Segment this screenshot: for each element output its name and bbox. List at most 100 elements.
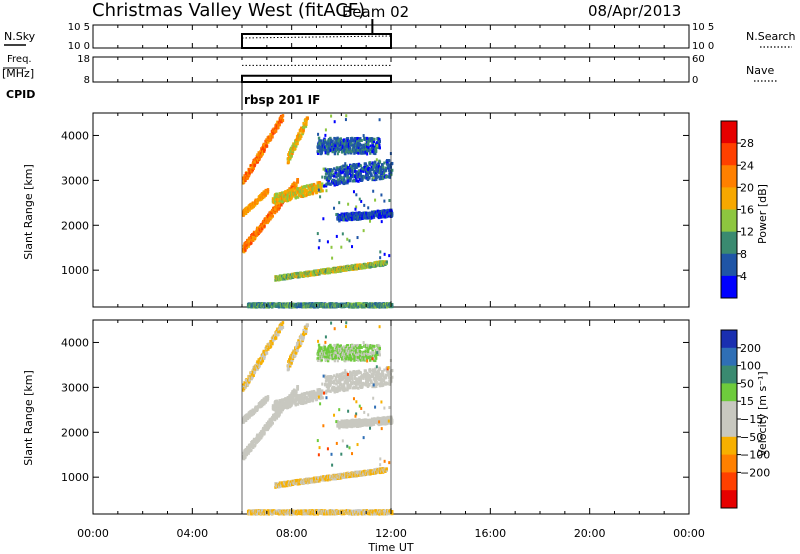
power-cell	[249, 164, 253, 168]
power-cell	[326, 240, 329, 244]
power-cell	[288, 187, 291, 191]
power-cell	[287, 194, 290, 198]
power-cell	[351, 171, 354, 175]
power-cell	[353, 150, 357, 154]
power-cell	[381, 176, 385, 180]
power-cell	[309, 190, 312, 194]
power-cell	[314, 187, 318, 191]
power-cell	[356, 136, 359, 140]
power-cell	[350, 213, 353, 217]
power-cell	[263, 149, 266, 153]
power-cell	[351, 211, 355, 215]
power-cell	[316, 181, 320, 185]
power-cell	[252, 166, 255, 170]
power-cell	[376, 212, 379, 216]
power-cell	[290, 154, 293, 158]
power-cell	[339, 179, 342, 183]
power-cell	[337, 149, 341, 153]
power-cell	[326, 177, 329, 181]
power-cell	[342, 138, 346, 142]
power-cell	[369, 219, 372, 223]
power-cell	[294, 196, 297, 200]
power-cell	[366, 171, 369, 175]
power-cell	[375, 141, 379, 145]
power-cell	[384, 168, 388, 172]
power-cell	[329, 148, 333, 152]
power-cell	[345, 171, 348, 175]
power-cell	[267, 140, 270, 144]
power-cell	[324, 168, 327, 172]
power-cell	[285, 190, 289, 194]
power-cell	[345, 143, 348, 147]
power-cell	[387, 212, 390, 216]
power-cell	[335, 166, 339, 170]
power-cell	[336, 144, 340, 148]
power-cell	[369, 169, 372, 173]
power-cell	[315, 190, 318, 194]
power-cell	[344, 118, 347, 122]
power-cell	[348, 239, 351, 243]
power-cell	[346, 139, 350, 143]
power-cell	[387, 165, 390, 169]
power-cell	[371, 167, 375, 171]
power-cell	[338, 178, 341, 182]
power-cell	[321, 189, 324, 193]
power-cell	[354, 136, 357, 140]
power-cell	[279, 201, 282, 205]
power-cell	[378, 143, 381, 147]
power-cell	[358, 177, 362, 181]
power-cell	[317, 146, 320, 150]
power-cell	[345, 145, 348, 149]
power-cell	[278, 204, 281, 208]
power-cell	[363, 146, 367, 150]
power-cell	[337, 174, 341, 178]
power-cell	[341, 168, 344, 172]
power-cell	[354, 176, 358, 180]
nave-label: Nave	[746, 64, 774, 77]
power-cell	[248, 240, 252, 244]
power-cell	[346, 169, 350, 173]
power-cell	[324, 184, 328, 188]
power-cell	[346, 148, 349, 152]
power-cell	[277, 123, 280, 127]
power-cell	[257, 226, 260, 230]
power-cell	[342, 149, 346, 153]
power-cell	[391, 213, 394, 217]
power-cell	[253, 201, 257, 205]
power-cell	[372, 215, 376, 219]
power-cell	[351, 175, 354, 179]
power-cell	[339, 268, 343, 272]
power-cell	[323, 138, 327, 142]
power-cell	[272, 197, 275, 201]
power-cell	[332, 181, 336, 185]
power-cell	[377, 142, 381, 146]
power-cell	[327, 178, 330, 182]
power-cell	[333, 174, 336, 178]
power-cell	[279, 199, 282, 203]
power-cell	[248, 208, 251, 212]
power-cell	[378, 146, 381, 150]
power-cell	[281, 191, 284, 195]
power-cell	[344, 152, 347, 156]
power-cell	[357, 142, 360, 146]
power-cell	[362, 169, 365, 173]
power-cell	[355, 166, 358, 170]
power-cell	[380, 215, 383, 219]
power-cell	[368, 161, 372, 165]
velocity-cell	[271, 421, 274, 425]
power-cell	[365, 149, 369, 153]
power-cell	[322, 217, 325, 221]
power-cell	[284, 195, 287, 199]
power-cell	[305, 119, 308, 123]
power-cell	[320, 151, 323, 155]
power-cell	[262, 221, 265, 225]
power-cell	[305, 194, 308, 198]
power-cell	[248, 171, 251, 175]
power-cell	[338, 166, 341, 170]
power-cell	[283, 277, 287, 281]
power-cell	[338, 181, 341, 185]
power-cell	[317, 246, 320, 250]
power-cell	[349, 179, 352, 183]
power-cell	[324, 128, 327, 132]
power-cell	[324, 133, 327, 137]
